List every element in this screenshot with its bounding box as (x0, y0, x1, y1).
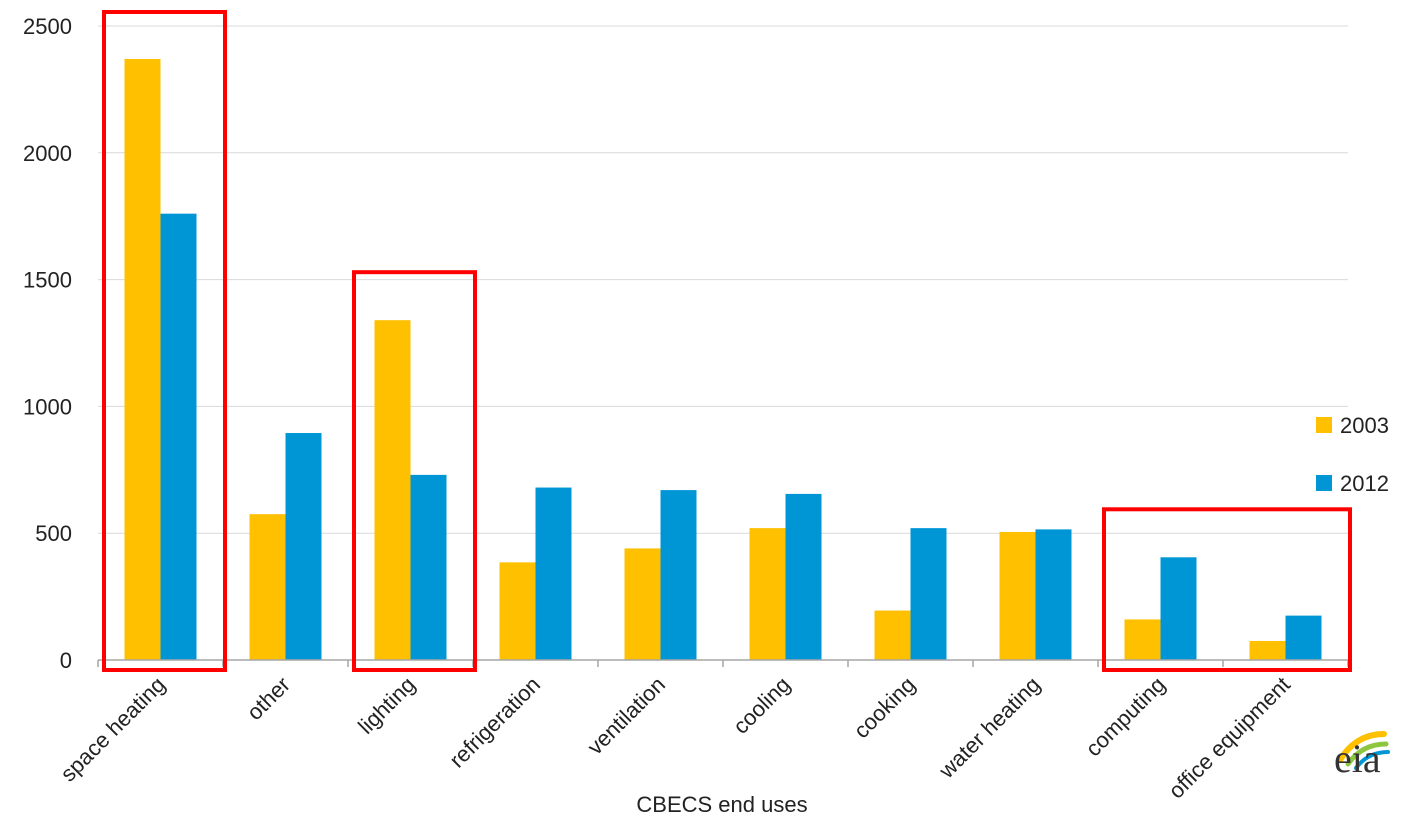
x-tick-label: office equipment (1163, 672, 1295, 804)
bar-2012 (785, 493, 822, 660)
eia-logo-arc-green (1345, 741, 1389, 767)
x-tick-label: ventilation (582, 672, 670, 760)
y-tick-label: 500 (35, 521, 72, 546)
x-tick-label: water heating (933, 672, 1045, 784)
bar-2012 (910, 528, 947, 660)
y-tick-label: 1500 (23, 268, 72, 293)
legend-swatch (1316, 475, 1332, 491)
eia-logo-arc-yellow (1337, 731, 1387, 763)
bar-2003 (374, 320, 411, 660)
bar-2012 (285, 433, 322, 660)
highlight-box (102, 10, 227, 672)
bar-2003 (1124, 619, 1161, 660)
highlight-box (1102, 507, 1352, 672)
highlight-box (352, 270, 477, 672)
y-axis-ticks: 0 500 1000 1500 2000 2500 (23, 14, 72, 673)
eia-logo: eia (1334, 731, 1390, 781)
x-tick-label: cooking (849, 672, 920, 743)
bar-2003 (874, 610, 911, 660)
legend: 2003 2012 (1316, 413, 1389, 496)
bar-2012 (410, 474, 447, 660)
x-axis-ticks: space heating other lighting refrigeration v… (55, 672, 1295, 804)
bar-2003 (1249, 640, 1286, 660)
y-tick-label: 1000 (23, 394, 72, 419)
highlight-boxes (102, 10, 1352, 672)
legend-label: 2003 (1340, 413, 1389, 438)
bar-2003 (624, 548, 661, 660)
bar-2003 (124, 58, 161, 660)
x-axis (97, 659, 1349, 667)
x-axis-label: CBECS end uses (636, 792, 807, 817)
bar-2012 (535, 487, 572, 660)
bar-2003 (249, 514, 286, 660)
eia-logo-text: eia (1334, 736, 1381, 781)
bar-2012 (160, 213, 197, 660)
eia-logo-arc-blue (1354, 750, 1390, 770)
bar-2003 (499, 562, 536, 660)
bar-2012 (1160, 557, 1197, 660)
x-tick-label: computing (1081, 672, 1170, 761)
bar-2012 (1285, 615, 1322, 660)
bars (124, 58, 1322, 660)
y-tick-label: 2000 (23, 141, 72, 166)
bar-2003 (999, 531, 1036, 660)
bar-2012 (660, 490, 697, 660)
legend-label: 2012 (1340, 471, 1389, 496)
bar-2003 (749, 528, 786, 660)
y-tick-label: 0 (60, 648, 72, 673)
legend-swatch (1316, 417, 1332, 433)
x-tick-label: lighting (353, 672, 420, 739)
gridlines (98, 25, 1348, 534)
x-tick-label: space heating (55, 672, 170, 787)
x-tick-label: refrigeration (444, 672, 545, 773)
bar-2012 (1035, 529, 1072, 660)
x-tick-label: cooling (728, 672, 795, 739)
y-tick-label: 2500 (23, 14, 72, 39)
x-tick-label: other (242, 672, 295, 725)
